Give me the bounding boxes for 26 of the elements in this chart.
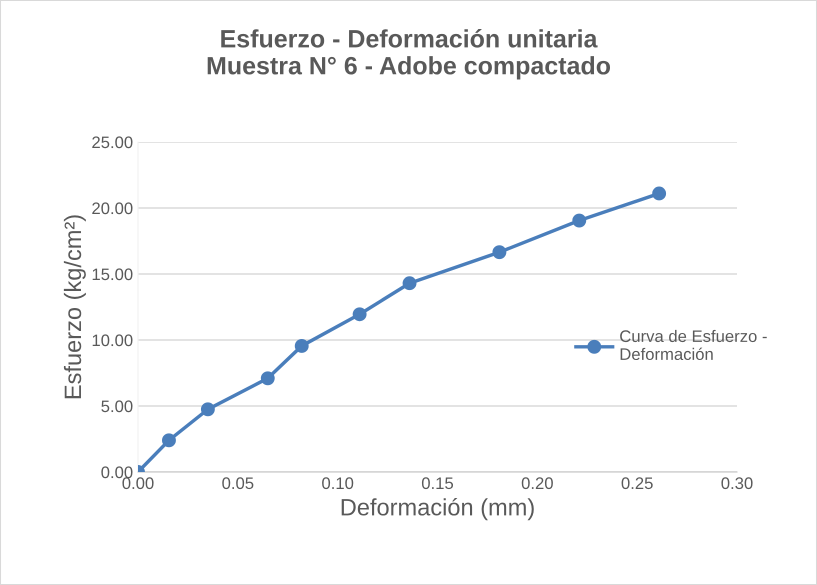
y-tick-label: 5.00 [101,400,132,412]
point [652,186,666,200]
point [200,402,215,416]
point [294,338,309,353]
x-tick-label: 0.25 [622,477,653,490]
x-tick-label: 0.15 [422,477,454,490]
y-tick-label: 20.00 [92,202,132,214]
y-tick-label: 0.00 [101,466,132,478]
point [352,307,367,322]
x-tick-label: 0.00 [122,477,154,490]
point [492,245,506,260]
y-axis-title: Esfuerzo (kg/cm²) [64,215,86,398]
y-tick-label: 25.00 [92,136,132,148]
point [402,276,416,290]
chart-title: Esfuerzo - Deformación unitaria Muestra N° 6 - Adobe compactado [208,29,610,80]
x-axis-title: Deformación (mm) [342,498,534,520]
x-tick-label: 0.10 [322,477,354,490]
x-tick-label: 0.05 [222,477,254,490]
y-tick-label: 10.00 [92,334,132,346]
legend-label: Curva de Esfuerzo - Deformación [620,330,767,360]
point [260,371,275,386]
y-tick-label: 15.00 [92,268,132,280]
point [162,433,176,448]
x-tick-label: 0.20 [522,477,553,490]
point [572,214,586,228]
x-tick-label: 0.30 [721,477,753,490]
